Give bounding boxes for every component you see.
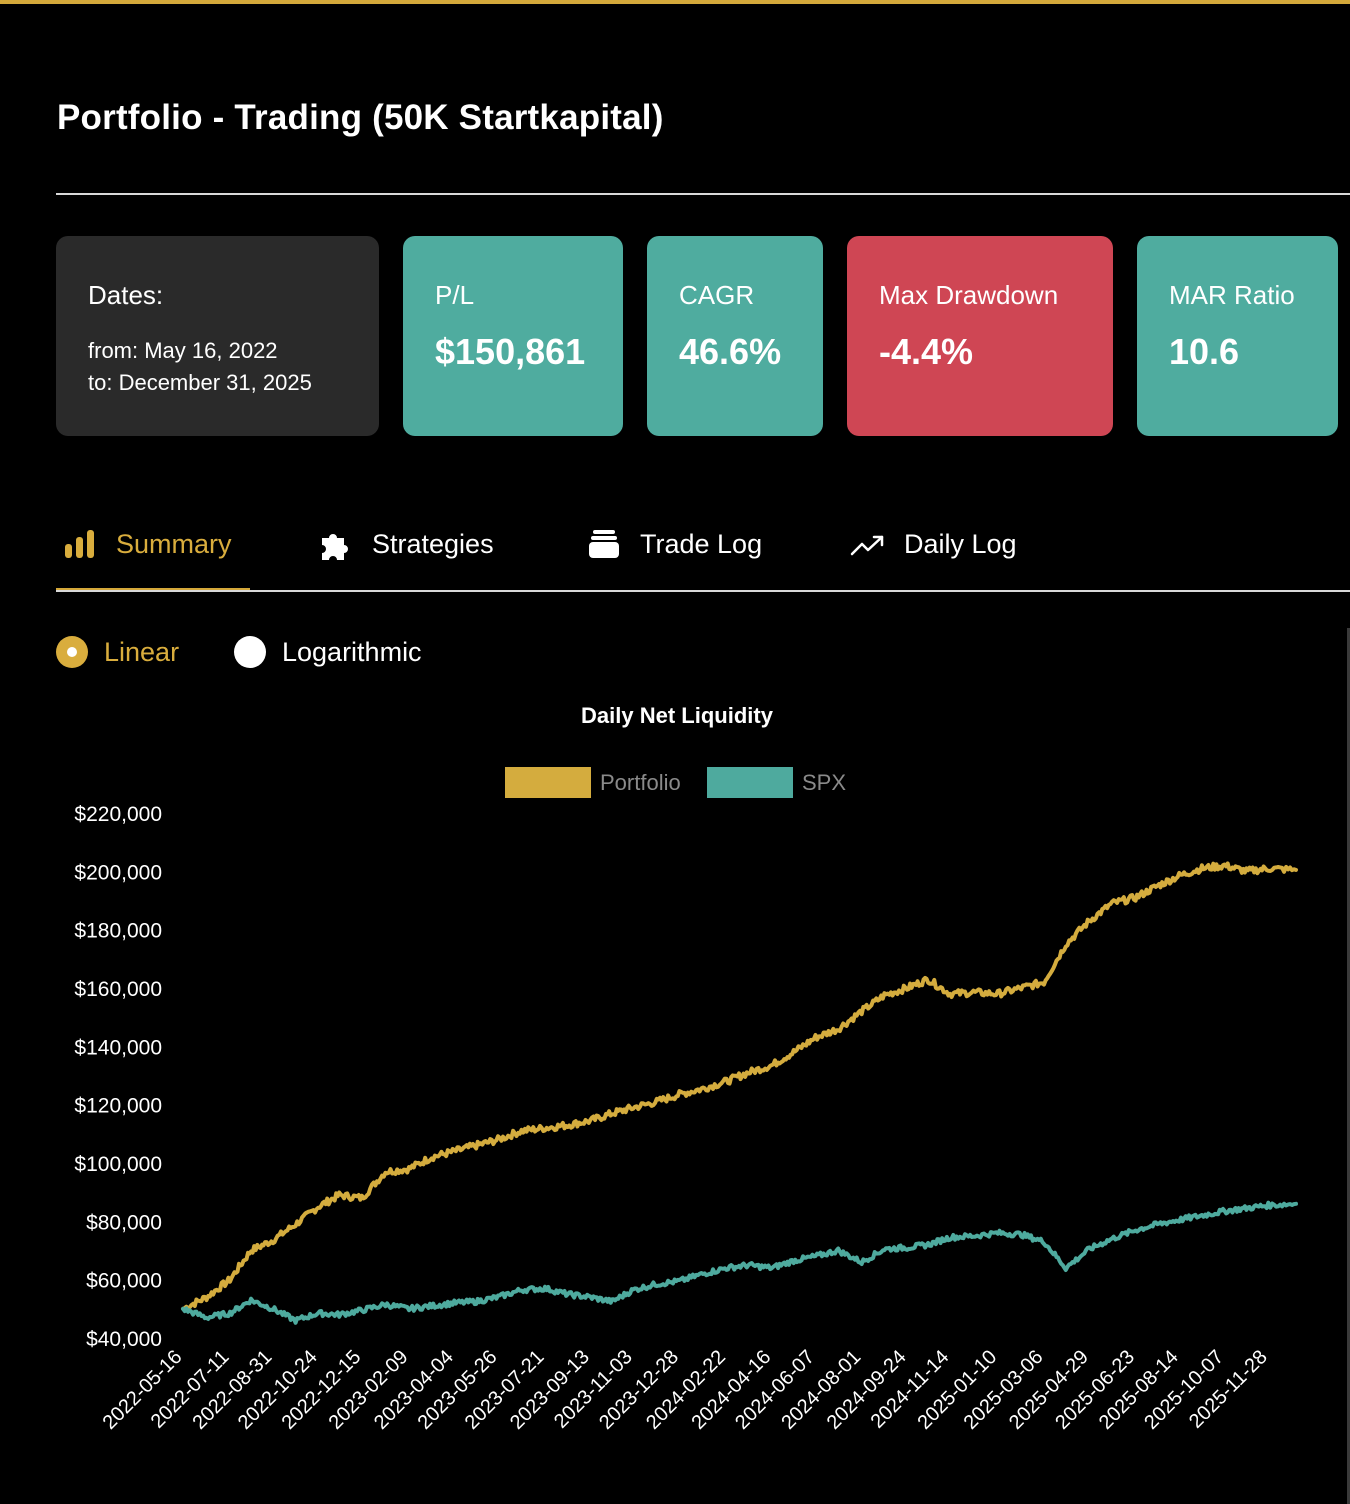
metric-card-pl: P/L $150,861 xyxy=(403,236,623,436)
legend-swatch xyxy=(505,767,591,798)
metric-label: MAR Ratio xyxy=(1169,280,1295,310)
radio-label: Linear xyxy=(104,636,180,667)
y-tick-label: $60,000 xyxy=(86,1270,162,1293)
scrollbar[interactable] xyxy=(1347,628,1350,1504)
tab-label: Summary xyxy=(116,528,232,559)
dates-label: Dates: xyxy=(88,280,164,310)
y-tick-label: $140,000 xyxy=(74,1036,162,1059)
bar-chart-icon xyxy=(62,526,98,562)
metric-label: CAGR xyxy=(679,280,755,310)
top-accent-line xyxy=(0,0,1350,4)
metric-value: 46.6% xyxy=(679,331,782,372)
y-tick-label: $220,000 xyxy=(74,803,162,826)
tab-daily-log[interactable]: Daily Log xyxy=(850,500,1017,588)
metric-value: -4.4% xyxy=(879,331,974,372)
puzzle-icon xyxy=(318,526,354,562)
y-tick-label: $80,000 xyxy=(86,1211,162,1234)
tab-label: Strategies xyxy=(372,528,494,559)
y-tick-label: $200,000 xyxy=(74,861,162,884)
radio-label: Logarithmic xyxy=(282,636,422,667)
dates-card: Dates: from: May 16, 2022 to: December 3… xyxy=(56,236,379,436)
series-line-spx xyxy=(181,1200,1298,1325)
metric-value: $150,861 xyxy=(435,331,586,372)
tab-label: Trade Log xyxy=(640,528,763,559)
tab-summary[interactable]: Summary xyxy=(62,500,232,588)
radio-unselected-icon xyxy=(234,636,266,668)
metric-value: 10.6 xyxy=(1169,331,1240,372)
y-tick-label: $180,000 xyxy=(74,920,162,943)
y-tick-label: $160,000 xyxy=(74,978,162,1001)
trend-up-icon xyxy=(850,526,886,562)
y-axis: $220,000 $200,000 $180,000 $160,000 $140,000… xyxy=(74,803,162,1351)
series-line-portfolio xyxy=(181,861,1298,1311)
tab-trade-log[interactable]: Trade Log xyxy=(586,500,762,588)
chart-title: Daily Net Liquidity xyxy=(581,703,774,728)
date-range: from: May 16, 2022 to: December 31, 2025 xyxy=(88,335,347,399)
archive-box-icon xyxy=(586,526,622,562)
chart-legend: Portfolio SPX xyxy=(505,767,846,798)
scale-logarithmic-radio[interactable]: Logarithmic xyxy=(234,636,422,668)
metric-card-max-drawdown: Max Drawdown -4.4% xyxy=(847,236,1113,436)
metric-label: Max Drawdown xyxy=(879,280,1059,310)
tab-strategies[interactable]: Strategies xyxy=(318,500,494,588)
date-to: to: December 31, 2025 xyxy=(88,370,312,395)
radio-selected-icon xyxy=(56,636,88,668)
date-from: from: May 16, 2022 xyxy=(88,338,278,363)
series-lines xyxy=(181,861,1298,1325)
metric-card-mar-ratio: MAR Ratio 10.6 xyxy=(1137,236,1338,436)
scale-linear-radio[interactable]: Linear xyxy=(56,636,179,668)
x-axis: 2022-05-162022-07-112022-08-312022-10-24… xyxy=(99,1346,1272,1434)
y-tick-label: $40,000 xyxy=(86,1328,162,1351)
y-tick-label: $100,000 xyxy=(74,1153,162,1176)
title-divider xyxy=(56,193,1350,195)
legend-swatch xyxy=(707,767,793,798)
tab-divider xyxy=(56,590,1350,592)
page-title: Portfolio - Trading (50K Startkapital) xyxy=(57,98,664,137)
legend-label: SPX xyxy=(802,770,846,795)
y-tick-label: $120,000 xyxy=(74,1095,162,1118)
metric-label: P/L xyxy=(435,280,475,310)
daily-net-liquidity-chart: Daily Net Liquidity Portfolio SPX $220,00… xyxy=(74,703,1298,1434)
legend-label: Portfolio xyxy=(600,770,681,795)
metric-card-cagr: CAGR 46.6% xyxy=(647,236,823,436)
tab-bar: Summary Strategies Trade Log Daily Log xyxy=(56,500,1350,592)
tab-label: Daily Log xyxy=(904,528,1017,559)
